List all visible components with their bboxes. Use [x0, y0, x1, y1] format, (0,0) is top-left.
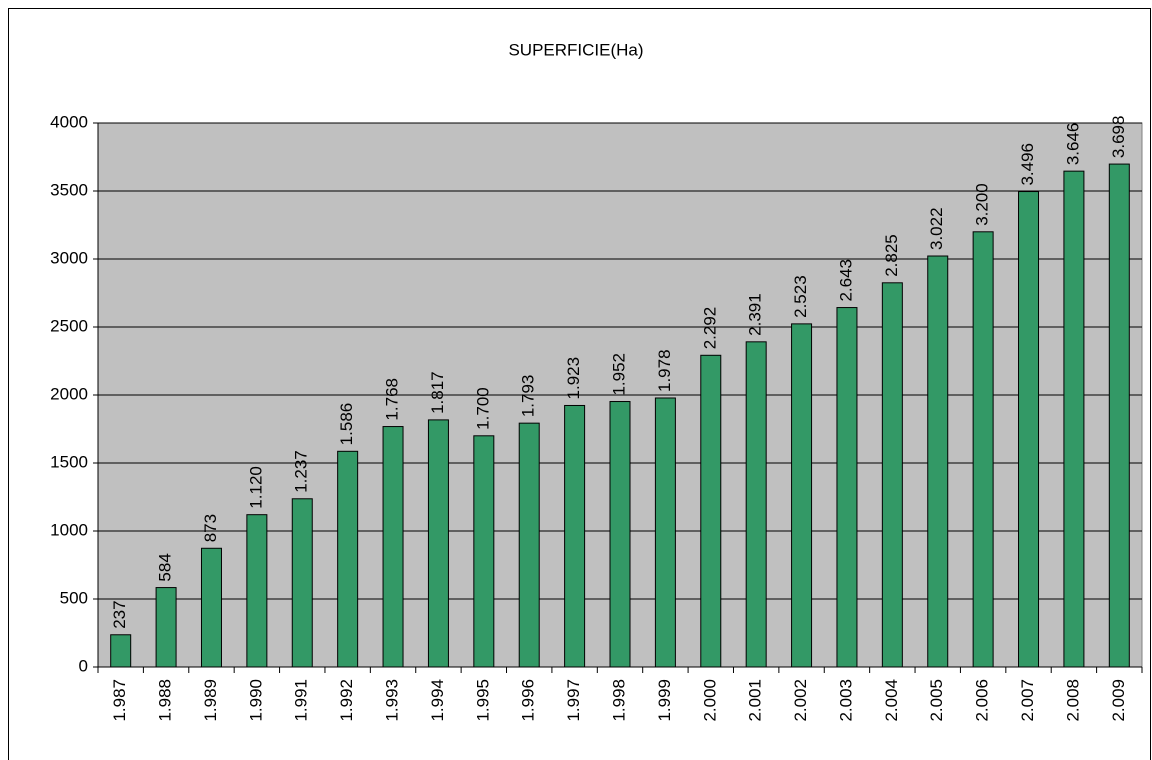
bar: [246, 514, 268, 668]
x-tick-label: 2.004: [882, 679, 901, 722]
y-tick-label: 4000: [50, 112, 88, 131]
bar: [927, 255, 949, 668]
y-tick-label: 500: [60, 588, 88, 607]
x-tick-label: 1.989: [201, 679, 220, 722]
value-label: 1.586: [337, 403, 356, 446]
bar: [200, 547, 222, 668]
bar: [791, 323, 813, 668]
x-tick-label: 1.996: [519, 679, 538, 722]
x-tick-label: 1.995: [473, 679, 492, 722]
value-label: 1.237: [292, 450, 311, 493]
value-label: 3.646: [1063, 123, 1082, 166]
x-tick-label: 1.988: [156, 679, 175, 722]
value-label: 1.700: [473, 387, 492, 430]
bar: [155, 587, 177, 668]
y-tick-label: 1000: [50, 520, 88, 539]
value-label: 1.817: [428, 371, 447, 414]
x-tick-label: 1.990: [246, 679, 265, 722]
x-tick-label: 1.997: [564, 679, 583, 722]
chart-title: SUPERFICIE(Ha): [508, 40, 643, 59]
y-tick-label: 2500: [50, 316, 88, 335]
bar: [654, 397, 676, 668]
x-tick-label: 2.008: [1063, 679, 1082, 722]
bar: [1108, 163, 1130, 668]
x-tick-label: 2.007: [1018, 679, 1037, 722]
y-tick-label: 3500: [50, 180, 88, 199]
bar: [745, 341, 767, 668]
value-label: 2.643: [836, 259, 855, 302]
x-tick-label: 2.001: [746, 679, 765, 722]
bar: [836, 307, 858, 668]
bar: [110, 634, 132, 668]
bar: [564, 404, 586, 668]
value-label: 873: [201, 514, 220, 542]
value-label: 1.768: [383, 378, 402, 421]
x-tick-label: 2.000: [700, 679, 719, 722]
y-tick-label: 3000: [50, 248, 88, 267]
x-tick-label: 1.987: [110, 679, 129, 722]
bar: [382, 426, 404, 668]
y-tick-label: 2000: [50, 384, 88, 403]
bar: [1018, 191, 1040, 668]
y-tick-label: 0: [79, 656, 88, 675]
bar: [700, 354, 722, 668]
value-label: 1.978: [655, 349, 674, 392]
value-label: 2.292: [700, 307, 719, 350]
value-label: 3.022: [927, 207, 946, 250]
bar: [881, 282, 903, 668]
bar: [1063, 170, 1085, 668]
value-label: 3.200: [973, 183, 992, 226]
value-label: 1.793: [519, 375, 538, 418]
x-tick-label: 1.999: [655, 679, 674, 722]
x-tick-label: 2.002: [791, 679, 810, 722]
bar: [518, 422, 540, 668]
y-tick-label: 1500: [50, 452, 88, 471]
bar: [609, 401, 631, 668]
x-tick-label: 1.991: [292, 679, 311, 722]
x-tick-label: 1.994: [428, 679, 447, 722]
x-tick-label: 2.009: [1109, 679, 1128, 722]
x-tick-label: 1.993: [383, 679, 402, 722]
bar: [427, 419, 449, 668]
value-label: 1.952: [609, 353, 628, 396]
bar: [473, 435, 495, 668]
value-label: 2.825: [882, 234, 901, 277]
x-tick-label: 1.998: [609, 679, 628, 722]
x-tick-label: 1.992: [337, 679, 356, 722]
x-tick-label: 2.006: [973, 679, 992, 722]
x-tick-label: 2.005: [927, 679, 946, 722]
bar: [972, 231, 994, 668]
value-label: 3.496: [1018, 143, 1037, 186]
value-label: 1.120: [246, 466, 265, 509]
bar: [291, 498, 313, 668]
value-label: 2.523: [791, 275, 810, 318]
value-label: 3.698: [1109, 116, 1128, 159]
value-label: 2.391: [746, 293, 765, 336]
value-label: 584: [156, 553, 175, 581]
bar: [337, 450, 359, 668]
x-tick-label: 2.003: [836, 679, 855, 722]
value-label: 1.923: [564, 357, 583, 400]
value-label: 237: [110, 600, 129, 628]
